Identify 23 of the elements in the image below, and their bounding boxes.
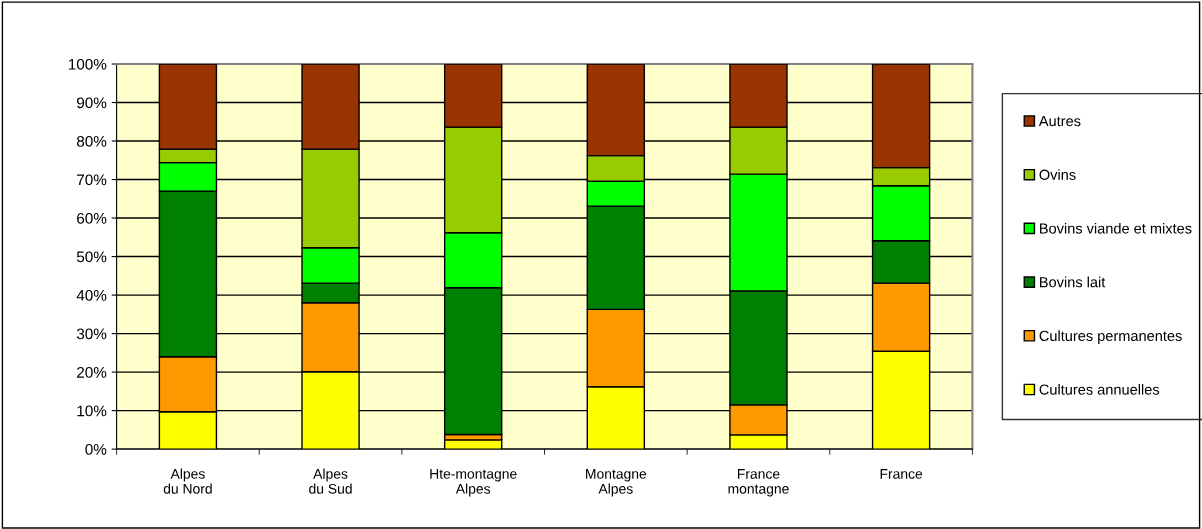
y-tick-label: 80% bbox=[76, 135, 107, 147]
y-tick-label: 90% bbox=[77, 97, 107, 109]
x-tick-label: Alpes du Sud bbox=[309, 468, 352, 494]
y-tick-label: 10% bbox=[77, 405, 107, 417]
y-tick-label: 50% bbox=[76, 251, 107, 263]
y-tick-label: 40% bbox=[76, 289, 107, 301]
x-tick-label: Hte-montagne Alpes bbox=[430, 469, 517, 497]
x-tick-label: Alpes du Nord bbox=[163, 468, 212, 494]
x-tick-label: France bbox=[880, 469, 923, 479]
x-tick-label: Montagne Alpes bbox=[586, 469, 647, 497]
y-tick-label: 20% bbox=[77, 366, 107, 378]
y-tick-label: 70% bbox=[77, 174, 107, 186]
y-tick-label: 60% bbox=[77, 212, 107, 224]
legend-label: Ovins bbox=[1039, 169, 1076, 180]
y-tick-label: 30% bbox=[76, 328, 107, 340]
legend-label: Cultures permanentes bbox=[1039, 330, 1182, 344]
y-tick-label: 0% bbox=[85, 443, 107, 455]
y-tick-label: 100% bbox=[68, 58, 107, 70]
legend-label: Bovins viande et mixtes bbox=[1040, 222, 1192, 234]
legend-label: Cultures annuelles bbox=[1039, 384, 1160, 395]
legend-label: Bovins lait bbox=[1040, 276, 1106, 288]
x-tick-label: France montagne bbox=[728, 469, 789, 497]
legend-label: Autres bbox=[1038, 116, 1081, 127]
